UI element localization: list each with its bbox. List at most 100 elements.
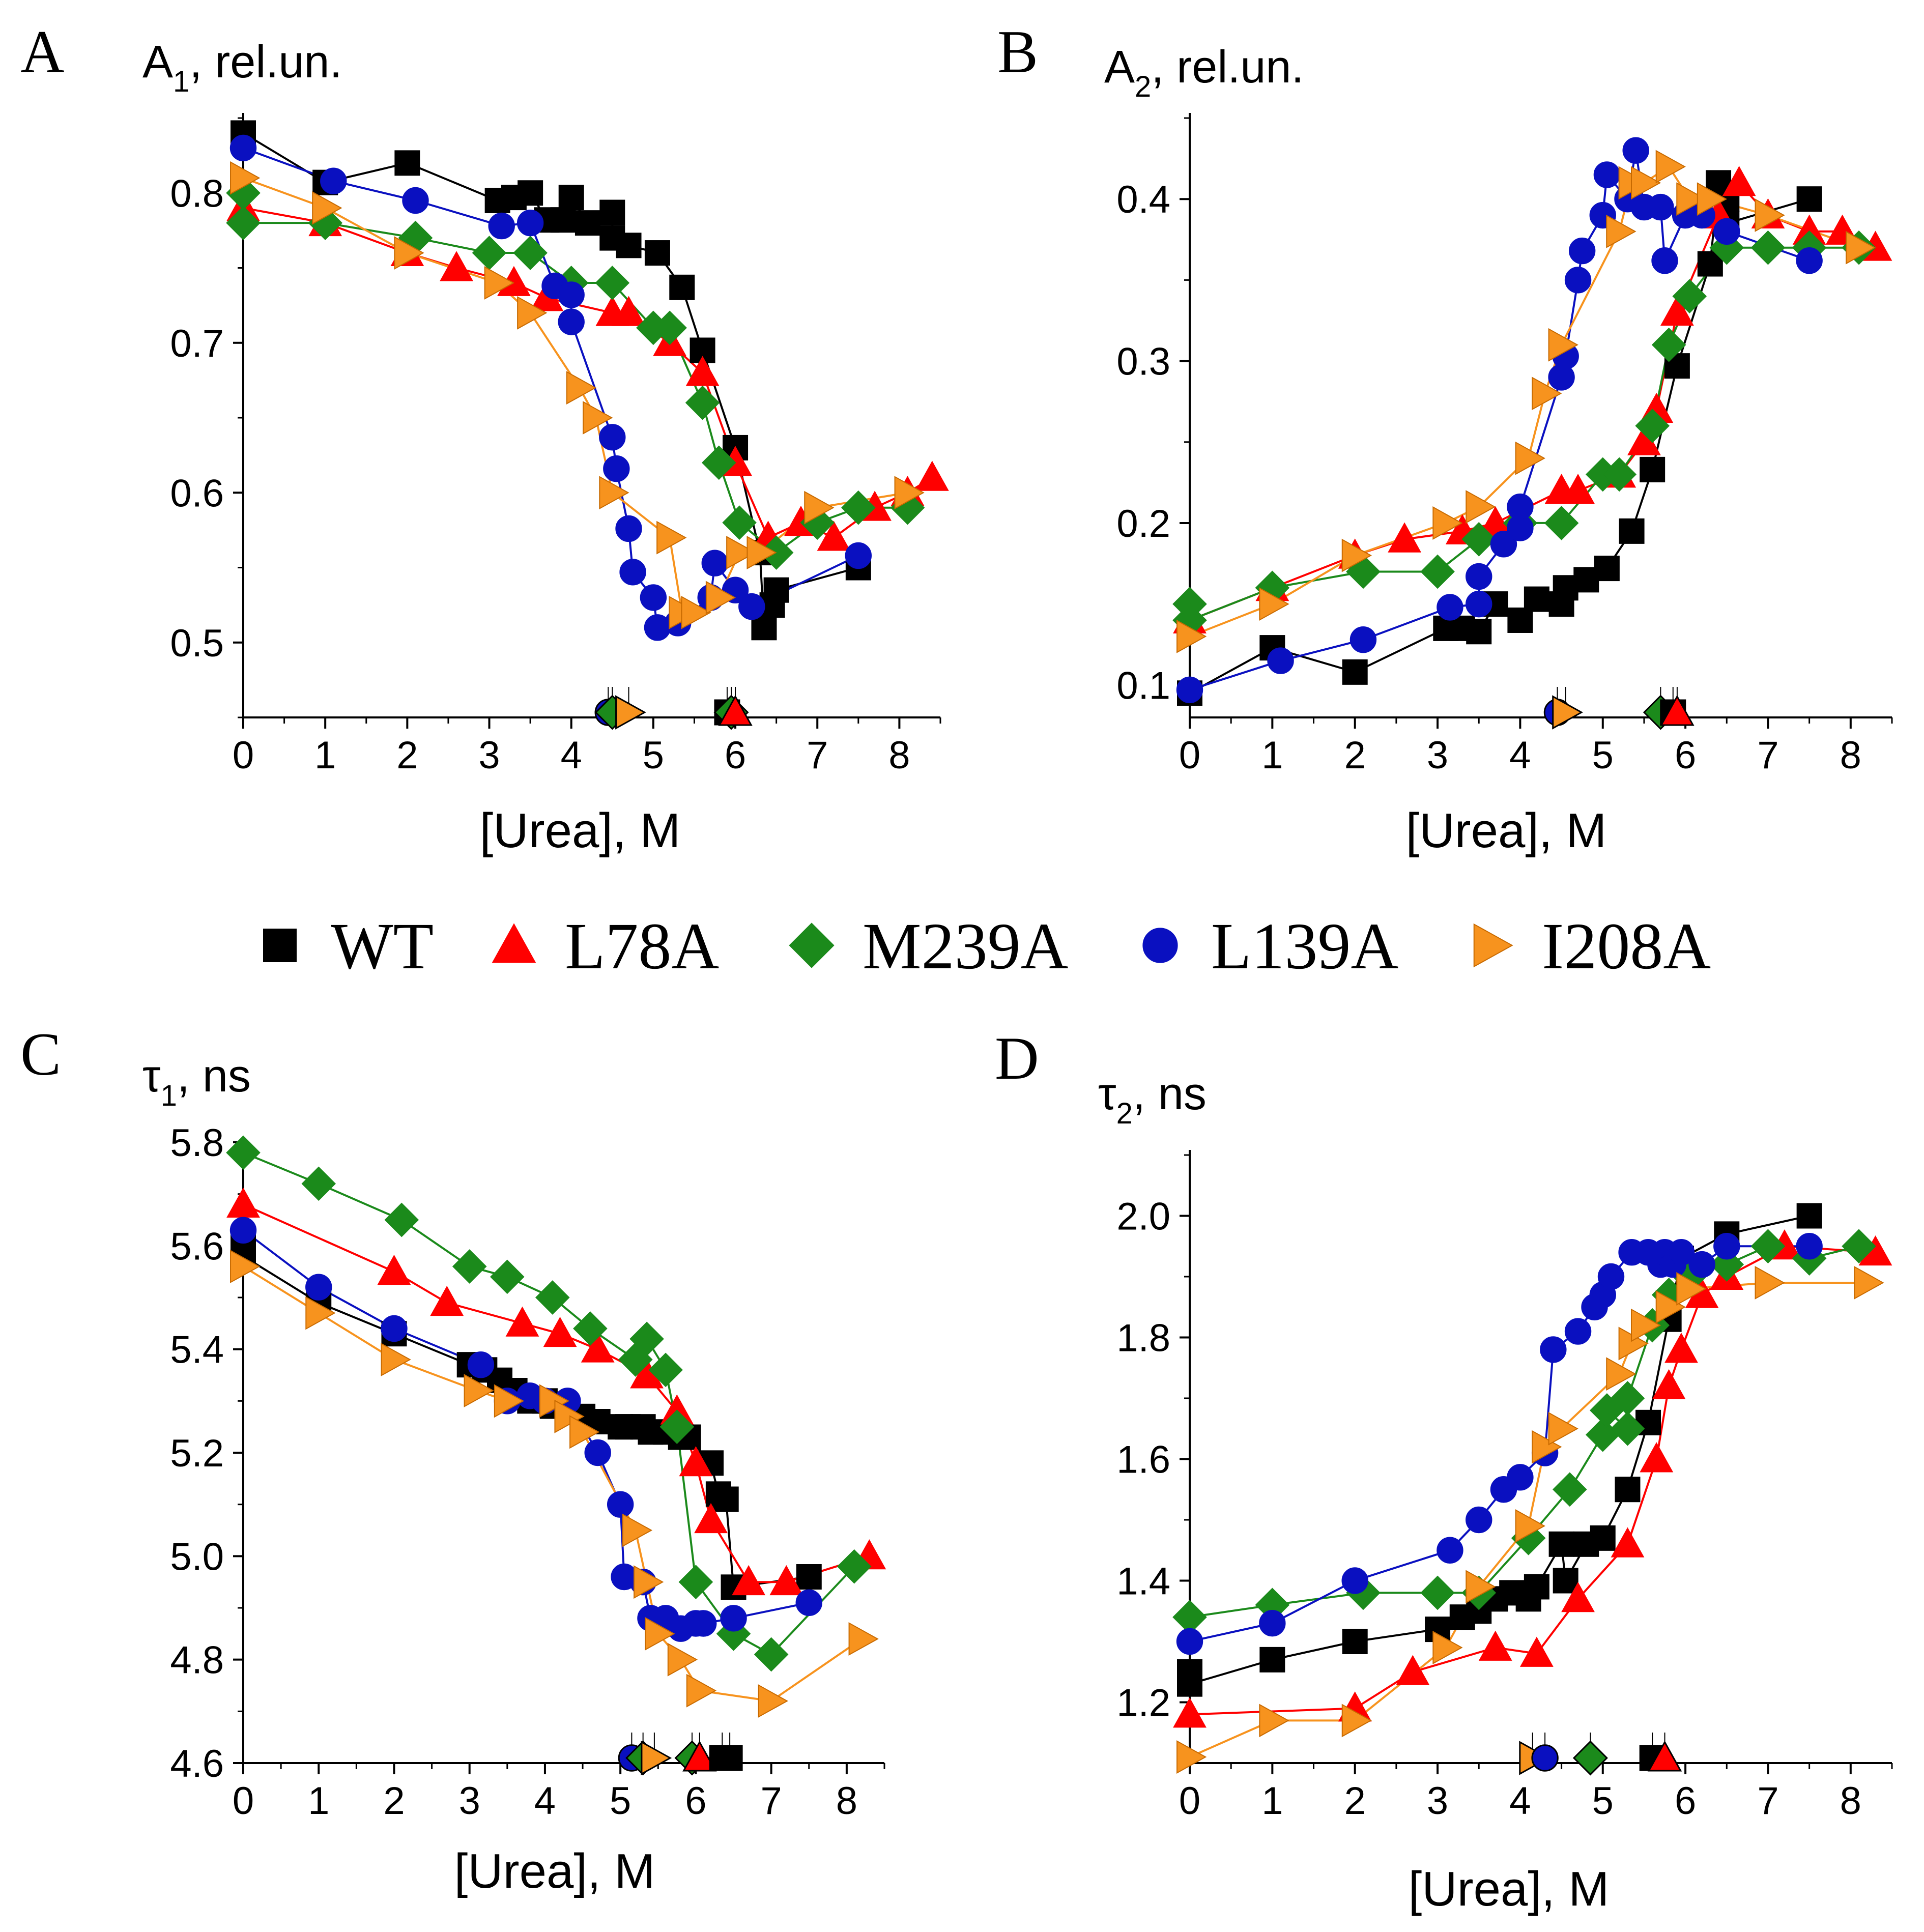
data-point-l139a bbox=[584, 1439, 611, 1466]
data-point-wt bbox=[1594, 556, 1620, 582]
midpoint-marker-l78a bbox=[718, 695, 753, 726]
data-point-l139a bbox=[402, 187, 429, 214]
x-tick-label: 3 bbox=[1427, 734, 1448, 777]
data-point-l78a bbox=[1396, 1655, 1430, 1685]
y-axis-label-subscript: 2 bbox=[1135, 70, 1151, 103]
data-point-wt bbox=[575, 210, 600, 236]
data-point-i208a bbox=[1630, 1308, 1661, 1342]
data-point-l139a bbox=[1651, 247, 1678, 274]
series-line-l78a bbox=[243, 207, 933, 539]
data-point-i208a bbox=[705, 581, 736, 615]
data-point-m239a bbox=[841, 490, 876, 525]
data-point-m239a bbox=[490, 1259, 525, 1294]
data-point-l78a bbox=[915, 460, 949, 491]
data-point-l139a bbox=[1466, 590, 1492, 618]
data-point-wt bbox=[713, 1486, 739, 1512]
data-point-wt bbox=[763, 577, 789, 603]
data-point-l78a bbox=[430, 1285, 464, 1316]
data-point-m239a bbox=[1420, 1575, 1455, 1610]
data-point-m239a bbox=[301, 1166, 336, 1201]
x-tick-label: 1 bbox=[1261, 734, 1283, 777]
midpoint-marker-i208a bbox=[615, 695, 646, 730]
x-tick-label: 0 bbox=[233, 1779, 254, 1823]
y-axis-label-unit: , ns bbox=[1133, 1069, 1207, 1119]
data-point-m239a bbox=[535, 1280, 570, 1315]
data-point-m239a bbox=[685, 385, 720, 420]
data-point-i208a bbox=[1755, 198, 1785, 232]
x-tick-label: 5 bbox=[1592, 734, 1614, 777]
y-tick-label: 5.8 bbox=[170, 1121, 224, 1165]
data-point-i208a bbox=[1341, 1704, 1372, 1738]
data-point-l78a bbox=[694, 1503, 728, 1534]
data-point-wt bbox=[1615, 1477, 1641, 1503]
data-point-l139a bbox=[1597, 1263, 1625, 1290]
data-point-i208a bbox=[554, 1399, 585, 1433]
panel-d-chart: Dτ2, ns[Urea], M0 1 2 3 4 5 6 7 81.21.41.61.82.0 bbox=[995, 1024, 1893, 1916]
data-point-wt bbox=[518, 180, 543, 206]
midpoint-marker-l139a bbox=[1531, 1744, 1559, 1772]
data-point-wt bbox=[1507, 607, 1533, 633]
data-point-i208a bbox=[1259, 1704, 1289, 1738]
data-point-l139a bbox=[1668, 1239, 1695, 1266]
x-axis-label: [Urea], M bbox=[480, 803, 681, 858]
y-tick-label: 0.6 bbox=[170, 472, 224, 515]
data-point-l78a bbox=[581, 1332, 615, 1363]
data-point-l78a bbox=[1478, 1630, 1512, 1661]
x-tick-label: 4 bbox=[1509, 734, 1531, 777]
x-tick-label: 8 bbox=[1840, 734, 1861, 777]
data-point-i208a bbox=[1676, 1272, 1707, 1306]
data-point-wt bbox=[1524, 1574, 1549, 1600]
data-point-l139a bbox=[1688, 1251, 1715, 1278]
data-point-l139a bbox=[1176, 676, 1203, 704]
data-point-m239a bbox=[754, 1637, 789, 1672]
data-point-m239a bbox=[1544, 506, 1579, 540]
y-axis-label-subscript: 1 bbox=[161, 1079, 177, 1112]
data-point-m239a bbox=[659, 1409, 695, 1444]
y-tick-label: 2.0 bbox=[1116, 1195, 1170, 1238]
y-axis-label: τ1, ns bbox=[142, 1051, 251, 1112]
x-tick-label: 2 bbox=[396, 734, 418, 777]
data-point-l78a bbox=[732, 1565, 766, 1596]
x-tick-label: 6 bbox=[725, 734, 746, 777]
data-point-i208a bbox=[1606, 1357, 1636, 1391]
data-point-i208a bbox=[381, 1343, 411, 1376]
x-tick-label: 7 bbox=[1757, 1779, 1778, 1823]
y-axis-label-unit: , rel.un. bbox=[1151, 42, 1304, 93]
data-point-wt bbox=[796, 1564, 822, 1590]
midpoint-marker-l78a bbox=[682, 1740, 717, 1772]
data-point-i208a bbox=[622, 1513, 653, 1547]
y-tick-label: 5.6 bbox=[170, 1225, 224, 1268]
data-point-l139a bbox=[640, 584, 667, 611]
data-point-l78a bbox=[1640, 1442, 1674, 1473]
data-point-i208a bbox=[1515, 441, 1545, 475]
data-point-i208a bbox=[305, 1296, 336, 1330]
x-tick-label: 3 bbox=[1427, 1779, 1448, 1823]
x-tick-label: 0 bbox=[1179, 734, 1200, 777]
data-point-l78a bbox=[377, 1254, 411, 1285]
data-point-i208a bbox=[1606, 214, 1636, 248]
data-point-i208a bbox=[1466, 490, 1496, 524]
data-point-i208a bbox=[656, 521, 687, 555]
data-point-l78a bbox=[440, 251, 473, 281]
data-point-l139a bbox=[1466, 1506, 1492, 1534]
data-point-l139a bbox=[1713, 218, 1740, 245]
data-point-l139a bbox=[603, 455, 630, 482]
data-point-l139a bbox=[701, 550, 728, 576]
data-point-i208a bbox=[1176, 619, 1207, 653]
data-point-i208a bbox=[1176, 1740, 1207, 1774]
y-axis-label-symbol: A bbox=[142, 37, 173, 88]
legend-label-l139a: L139A bbox=[1211, 910, 1398, 983]
data-point-i208a bbox=[1630, 166, 1661, 200]
x-tick-label: 8 bbox=[888, 734, 910, 777]
data-point-i208a bbox=[1466, 1570, 1496, 1604]
data-point-m239a bbox=[1610, 1411, 1645, 1446]
data-point-wt bbox=[394, 150, 420, 176]
data-point-wt bbox=[1177, 1671, 1202, 1697]
data-point-m239a bbox=[1672, 279, 1707, 314]
x-tick-label: 4 bbox=[1509, 1779, 1531, 1823]
data-point-i208a bbox=[494, 1384, 525, 1418]
data-point-l78a bbox=[612, 296, 646, 326]
data-point-wt bbox=[1590, 1525, 1616, 1551]
data-point-wt bbox=[616, 233, 642, 258]
x-tick-label: 6 bbox=[1675, 734, 1696, 777]
